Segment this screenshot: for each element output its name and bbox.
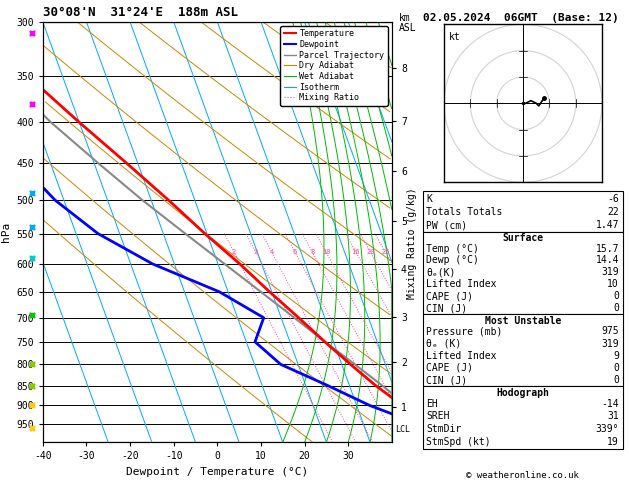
Text: 14.4: 14.4 — [596, 256, 619, 265]
Text: 2: 2 — [231, 249, 236, 255]
Text: Lifted Index: Lifted Index — [426, 351, 497, 361]
Legend: Temperature, Dewpoint, Parcel Trajectory, Dry Adiabat, Wet Adiabat, Isotherm, Mi: Temperature, Dewpoint, Parcel Trajectory… — [280, 26, 387, 105]
Y-axis label: hPa: hPa — [1, 222, 11, 242]
Text: 3: 3 — [253, 249, 258, 255]
Text: 4: 4 — [270, 249, 274, 255]
Text: -6: -6 — [607, 193, 619, 204]
Text: 10: 10 — [321, 249, 330, 255]
Text: Hodograph: Hodograph — [496, 388, 549, 398]
Text: PW (cm): PW (cm) — [426, 220, 467, 230]
Text: ASL: ASL — [399, 23, 416, 33]
Text: 319: 319 — [601, 267, 619, 278]
Text: 25: 25 — [381, 249, 389, 255]
Text: 0: 0 — [613, 363, 619, 373]
Text: 31: 31 — [607, 411, 619, 421]
Text: Dewp (°C): Dewp (°C) — [426, 256, 479, 265]
Text: 19: 19 — [607, 437, 619, 447]
Text: km: km — [399, 13, 411, 23]
Text: SREH: SREH — [426, 411, 450, 421]
Text: 1.47: 1.47 — [596, 220, 619, 230]
X-axis label: Dewpoint / Temperature (°C): Dewpoint / Temperature (°C) — [126, 467, 308, 477]
Text: StmSpd (kt): StmSpd (kt) — [426, 437, 491, 447]
Text: K: K — [426, 193, 432, 204]
Text: 0: 0 — [613, 375, 619, 385]
Text: 15.7: 15.7 — [596, 243, 619, 254]
Text: θₑ (K): θₑ (K) — [426, 339, 462, 348]
Text: Totals Totals: Totals Totals — [426, 207, 503, 217]
Text: CAPE (J): CAPE (J) — [426, 363, 474, 373]
Text: Mixing Ratio (g/kg): Mixing Ratio (g/kg) — [407, 187, 417, 299]
Text: 0: 0 — [613, 292, 619, 301]
Text: θₑ(K): θₑ(K) — [426, 267, 456, 278]
Text: kt: kt — [449, 32, 461, 42]
Text: CIN (J): CIN (J) — [426, 303, 467, 313]
Text: 16: 16 — [352, 249, 360, 255]
Text: LCL: LCL — [396, 425, 410, 434]
Text: 339°: 339° — [596, 424, 619, 434]
Text: EH: EH — [426, 399, 438, 409]
Text: Surface: Surface — [502, 233, 543, 243]
Text: StmDir: StmDir — [426, 424, 462, 434]
Text: CAPE (J): CAPE (J) — [426, 292, 474, 301]
Text: 20: 20 — [366, 249, 375, 255]
Text: 9: 9 — [613, 351, 619, 361]
Text: 8: 8 — [310, 249, 314, 255]
Text: 0: 0 — [613, 303, 619, 313]
Text: 30°08'N  31°24'E  188m ASL: 30°08'N 31°24'E 188m ASL — [43, 6, 238, 19]
Text: 6: 6 — [293, 249, 298, 255]
Text: CIN (J): CIN (J) — [426, 375, 467, 385]
Text: Temp (°C): Temp (°C) — [426, 243, 479, 254]
Text: 02.05.2024  06GMT  (Base: 12): 02.05.2024 06GMT (Base: 12) — [423, 13, 618, 23]
Text: 975: 975 — [601, 326, 619, 336]
Text: -14: -14 — [601, 399, 619, 409]
Text: Most Unstable: Most Unstable — [484, 316, 561, 326]
Text: © weatheronline.co.uk: © weatheronline.co.uk — [466, 471, 579, 480]
Text: Lifted Index: Lifted Index — [426, 279, 497, 290]
Text: 319: 319 — [601, 339, 619, 348]
Text: 10: 10 — [607, 279, 619, 290]
Text: 22: 22 — [607, 207, 619, 217]
Text: Pressure (mb): Pressure (mb) — [426, 326, 503, 336]
